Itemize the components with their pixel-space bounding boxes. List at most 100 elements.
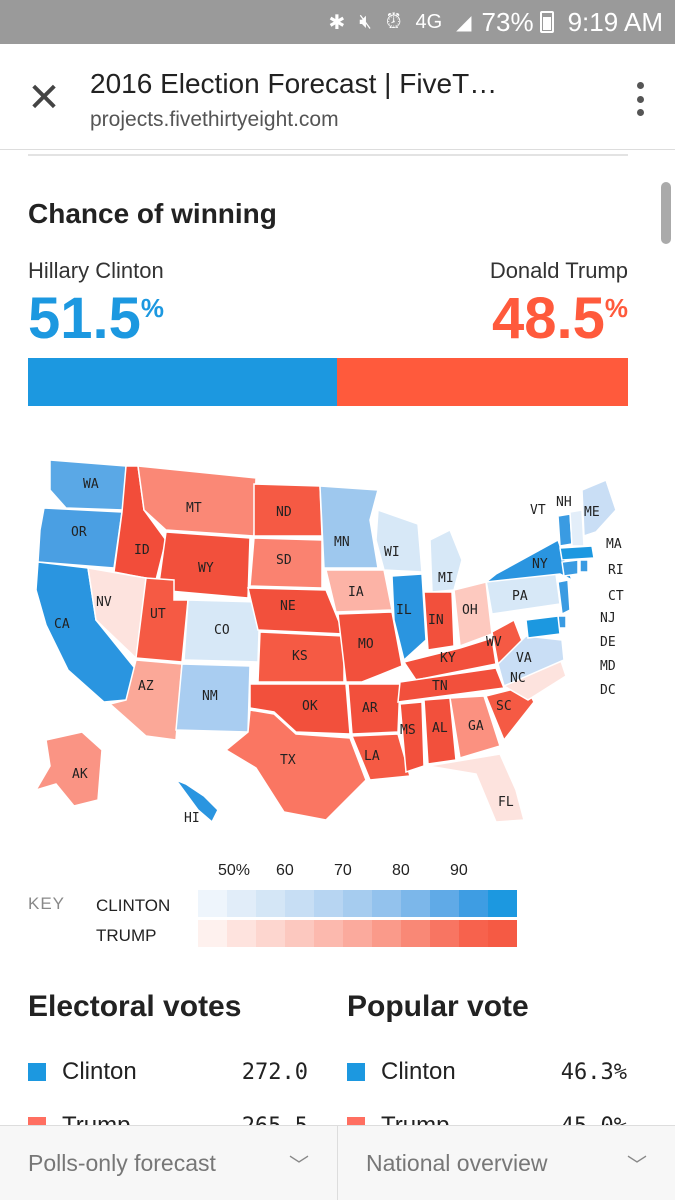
clinton-chance-value: 51.5 — [28, 286, 141, 351]
page-url[interactable]: projects.fivethirtyeight.com — [90, 108, 339, 131]
state-ne — [247, 587, 346, 635]
chance-bar — [28, 358, 628, 406]
national-overview-dropdown[interactable]: National overview ﹀ — [337, 1126, 675, 1200]
popular-clinton-label: Clinton — [381, 1058, 456, 1085]
electoral-clinton-label: Clinton — [62, 1058, 137, 1085]
label-oh: OH — [462, 603, 478, 618]
label-ne: NE — [280, 599, 296, 614]
page-content: Chance of winning Hillary Clinton Donald… — [0, 150, 675, 1125]
label-ky: KY — [440, 651, 456, 666]
label-ks: KS — [292, 649, 308, 664]
map-key: KEY 50% 60 70 80 90 CLINTON TRUMP — [28, 862, 628, 952]
label-nd: ND — [276, 505, 292, 520]
label-nh: NH — [556, 495, 572, 510]
state-va — [497, 635, 565, 688]
state-me — [581, 478, 617, 538]
electoral-trump-row: Trump 265.5 — [28, 1112, 308, 1125]
label-in: IN — [428, 613, 444, 628]
label-ut: UT — [150, 607, 166, 622]
clinton-bar-segment — [28, 358, 337, 406]
clinton-color-swatch — [28, 1063, 46, 1081]
key-label: KEY — [28, 894, 66, 913]
battery-percent: 73% — [481, 6, 534, 37]
label-tn: TN — [432, 679, 448, 694]
label-hi: HI — [184, 811, 200, 826]
state-il — [391, 573, 427, 662]
network-label: 4G — [415, 10, 443, 33]
popular-vote-heading: Popular vote — [347, 990, 529, 1023]
label-nj: NJ — [600, 611, 616, 626]
key-tick: 90 — [450, 862, 468, 879]
state-sd — [249, 537, 323, 589]
us-forecast-map[interactable]: WA OR CA ID NV MT WY UT AZ CO NM ND SD N… — [26, 450, 626, 830]
label-wy: WY — [198, 561, 214, 576]
label-tx: TX — [280, 753, 296, 768]
battery-icon — [539, 11, 554, 33]
label-vt: VT — [530, 503, 546, 518]
trump-color-swatch — [347, 1117, 365, 1125]
state-ny — [483, 538, 574, 584]
state-mo — [337, 611, 403, 683]
clinton-swatches — [198, 890, 517, 917]
status-bar: ✱ 🔇︎ ⏰︎ 4G ◢ 73% 9:19 AM — [0, 0, 675, 44]
status-icons: ✱ 🔇︎ ⏰︎ 4G ◢ — [328, 10, 471, 35]
state-ct — [561, 559, 579, 577]
bottom-nav: Polls-only forecast ﹀ National overview … — [0, 1125, 675, 1200]
state-wi — [375, 508, 423, 573]
browser-toolbar: ✕ 2016 Election Forecast | FiveT… projec… — [0, 44, 675, 150]
clinton-name: Hillary Clinton — [28, 258, 164, 283]
popular-trump-row: Trump 45.0% — [347, 1112, 627, 1125]
label-wv: WV — [486, 635, 502, 650]
electoral-clinton-row: Clinton 272.0 — [28, 1058, 308, 1086]
label-de: DE — [600, 635, 616, 650]
state-wa — [49, 459, 127, 511]
label-ma: MA — [606, 537, 622, 552]
close-icon[interactable]: ✕ — [27, 76, 61, 120]
trump-color-swatch — [28, 1117, 46, 1125]
overflow-menu-icon[interactable] — [635, 82, 645, 116]
alarm-icon: ⏰︎ — [385, 10, 402, 33]
electoral-trump-value: 265.5 — [242, 1114, 308, 1126]
key-tick: 80 — [392, 862, 410, 879]
label-ak: AK — [72, 767, 88, 782]
state-ma — [559, 545, 595, 561]
state-co — [183, 599, 261, 663]
popular-trump-label: Trump — [381, 1112, 449, 1125]
label-id: ID — [134, 543, 150, 558]
state-tx — [224, 709, 367, 821]
state-ok — [249, 683, 351, 735]
state-ky — [402, 637, 497, 681]
state-nj — [557, 579, 571, 616]
label-md: MD — [600, 659, 616, 674]
key-tick: 60 — [276, 862, 294, 879]
label-mn: MN — [334, 535, 350, 550]
state-mn — [319, 485, 379, 569]
label-ok: OK — [302, 699, 318, 714]
label-va: VA — [516, 651, 532, 666]
popular-clinton-value: 46.3% — [560, 1059, 627, 1085]
trump-name: Donald Trump — [489, 258, 628, 283]
label-or: OR — [71, 525, 87, 540]
divider — [28, 154, 628, 156]
key-tick: 70 — [334, 862, 352, 879]
label-il: IL — [396, 603, 412, 618]
clinton-color-swatch — [347, 1063, 365, 1081]
label-nv: NV — [96, 595, 112, 610]
scrollbar[interactable] — [661, 182, 671, 244]
label-mi: MI — [438, 571, 454, 586]
label-wa: WA — [83, 477, 99, 492]
state-mi — [429, 528, 463, 593]
label-dc: DC — [600, 683, 616, 698]
state-or — [37, 507, 123, 569]
popular-trump-value: 45.0% — [561, 1114, 627, 1126]
state-tn — [397, 667, 506, 703]
polls-only-forecast-label: Polls-only forecast — [28, 1149, 216, 1176]
label-nm: NM — [202, 689, 218, 704]
label-ny: NY — [532, 557, 548, 572]
label-al: AL — [432, 721, 448, 736]
state-hi — [173, 778, 219, 824]
polls-only-forecast-dropdown[interactable]: Polls-only forecast ﹀ — [0, 1126, 337, 1200]
state-la — [350, 733, 411, 781]
trump-chance-value: 48.5 — [491, 286, 605, 351]
state-ia — [325, 569, 393, 613]
